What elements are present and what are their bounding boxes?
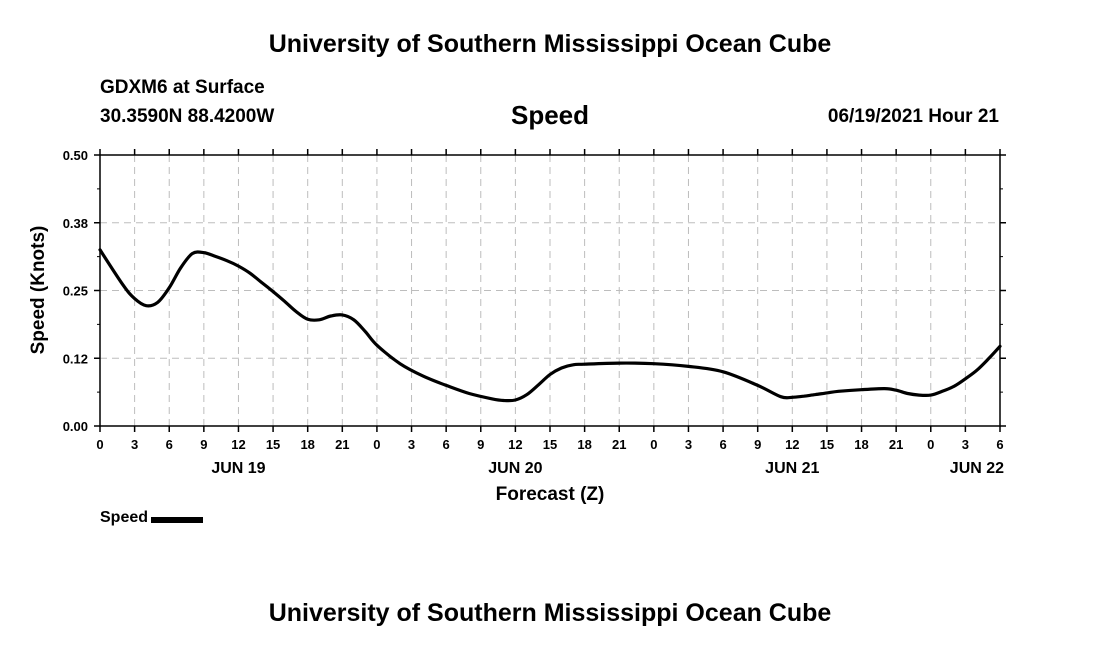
x-tick-label: 6	[996, 437, 1003, 452]
grid-lines	[100, 155, 1000, 426]
x-tick-label: 6	[166, 437, 173, 452]
x-tick-label: 0	[927, 437, 934, 452]
x-tick-label: 0	[650, 437, 657, 452]
date-label: JUN 19	[211, 460, 265, 477]
x-tick-label: 12	[231, 437, 245, 452]
x-tick-label: 3	[962, 437, 969, 452]
x-tick-label: 12	[508, 437, 522, 452]
legend: Speed	[100, 509, 204, 527]
station-label: GDXM6 at Surface	[100, 77, 265, 98]
x-tick-label: 21	[612, 437, 626, 452]
chart-title: Speed	[510, 100, 590, 130]
x-tick-label: 21	[335, 437, 349, 452]
x-tick-label: 6	[443, 437, 450, 452]
y-tick-label: 0.00	[63, 419, 88, 434]
date-label: JUN 20	[488, 460, 542, 477]
date-labels: JUN 19 JUN 20 JUN 21 JUN 22	[211, 460, 1004, 477]
y-tick-label: 0.50	[63, 148, 88, 163]
chart-footer-title: University of Southern Mississippi Ocean…	[268, 599, 832, 627]
y-axis-tick-labels: 0.00 0.12 0.25 0.38 0.50	[63, 148, 88, 434]
legend-label: Speed	[100, 509, 149, 526]
y-axis-label: Speed (Knots)	[28, 226, 49, 355]
x-tick-label: 18	[300, 437, 314, 452]
legend-swatch	[151, 517, 204, 523]
x-tick-label: 18	[854, 437, 868, 452]
x-tick-label: 9	[477, 437, 484, 452]
x-tick-label: 3	[685, 437, 692, 452]
x-tick-label: 21	[889, 437, 903, 452]
x-tick-label: 12	[785, 437, 799, 452]
x-tick-label: 6	[719, 437, 726, 452]
y-tick-label: 0.25	[63, 284, 88, 299]
date-label: JUN 21	[765, 460, 819, 477]
speed-series-line	[98, 248, 1002, 403]
x-tick-label: 0	[373, 437, 380, 452]
timestamp-label: 06/19/2021 Hour 21	[827, 106, 999, 127]
y-tick-label: 0.38	[63, 216, 88, 231]
x-axis-label: Forecast (Z)	[496, 484, 605, 505]
chart-header-title: University of Southern Mississippi Ocean…	[268, 30, 832, 58]
x-tick-label: 18	[577, 437, 591, 452]
x-tick-label: 0	[96, 437, 103, 452]
axis-ticks	[94, 149, 1006, 432]
x-tick-label: 9	[200, 437, 207, 452]
x-tick-label: 15	[266, 437, 280, 452]
x-tick-label: 9	[754, 437, 761, 452]
date-label: JUN 22	[950, 460, 1004, 477]
coordinates-label: 30.3590N 88.4200W	[100, 106, 275, 127]
y-tick-label: 0.12	[63, 351, 88, 366]
x-tick-label: 3	[408, 437, 415, 452]
x-tick-label: 15	[820, 437, 834, 452]
x-tick-label: 15	[543, 437, 557, 452]
x-axis-tick-labels: 0 3 6 9 12 15 18 21 0 3 6 9 12 15 18 21 0 3 6 9 12 15 18 21 0 3 6	[96, 437, 1003, 452]
x-tick-label: 3	[131, 437, 138, 452]
